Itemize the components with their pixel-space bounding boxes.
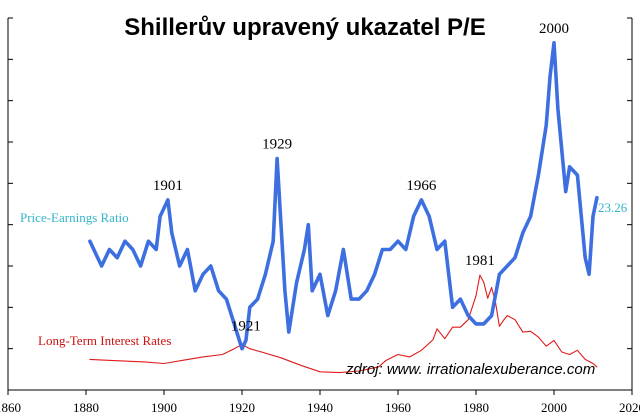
x-tick-label: 1880 — [73, 400, 99, 415]
series-layer — [88, 40, 599, 374]
annotation-1901: 1901 — [153, 178, 183, 194]
x-tick-label: 1920 — [229, 400, 255, 415]
x-tick-label: 2000 — [541, 400, 567, 415]
legend-rates-label: Long-Term Interest Rates — [38, 333, 171, 348]
annotations: 1901 1921 1929 1966 1981 2000 — [153, 21, 569, 335]
x-tick-label: 1960 — [385, 400, 411, 415]
x-tick-label: 1860 — [0, 400, 21, 415]
legend-pe-label: Price-Earnings Ratio — [20, 210, 129, 225]
series-line-rates — [89, 274, 598, 374]
annotation-1921: 1921 — [231, 318, 261, 334]
annotation-2000: 2000 — [539, 21, 569, 37]
annotation-1981: 1981 — [465, 253, 495, 269]
x-tick-label: 1940 — [307, 400, 333, 415]
pe-end-value-label: 23.26 — [598, 200, 628, 215]
source-note: zdroj: www. irrationalexuberance.com — [345, 361, 595, 378]
annotation-1966: 1966 — [406, 178, 437, 194]
x-tick-label: 1980 — [463, 400, 489, 415]
series-line-pe — [88, 40, 599, 351]
axes: 1860 1880 1900 1920 1940 1960 1980 2000 2020 — [0, 17, 640, 415]
annotation-1929: 1929 — [262, 137, 292, 153]
x-tick-label: 1900 — [151, 400, 177, 415]
x-tick-label: 2020 — [619, 400, 640, 415]
chart-title: Shillerův upravený ukazatel P/E — [124, 14, 485, 41]
